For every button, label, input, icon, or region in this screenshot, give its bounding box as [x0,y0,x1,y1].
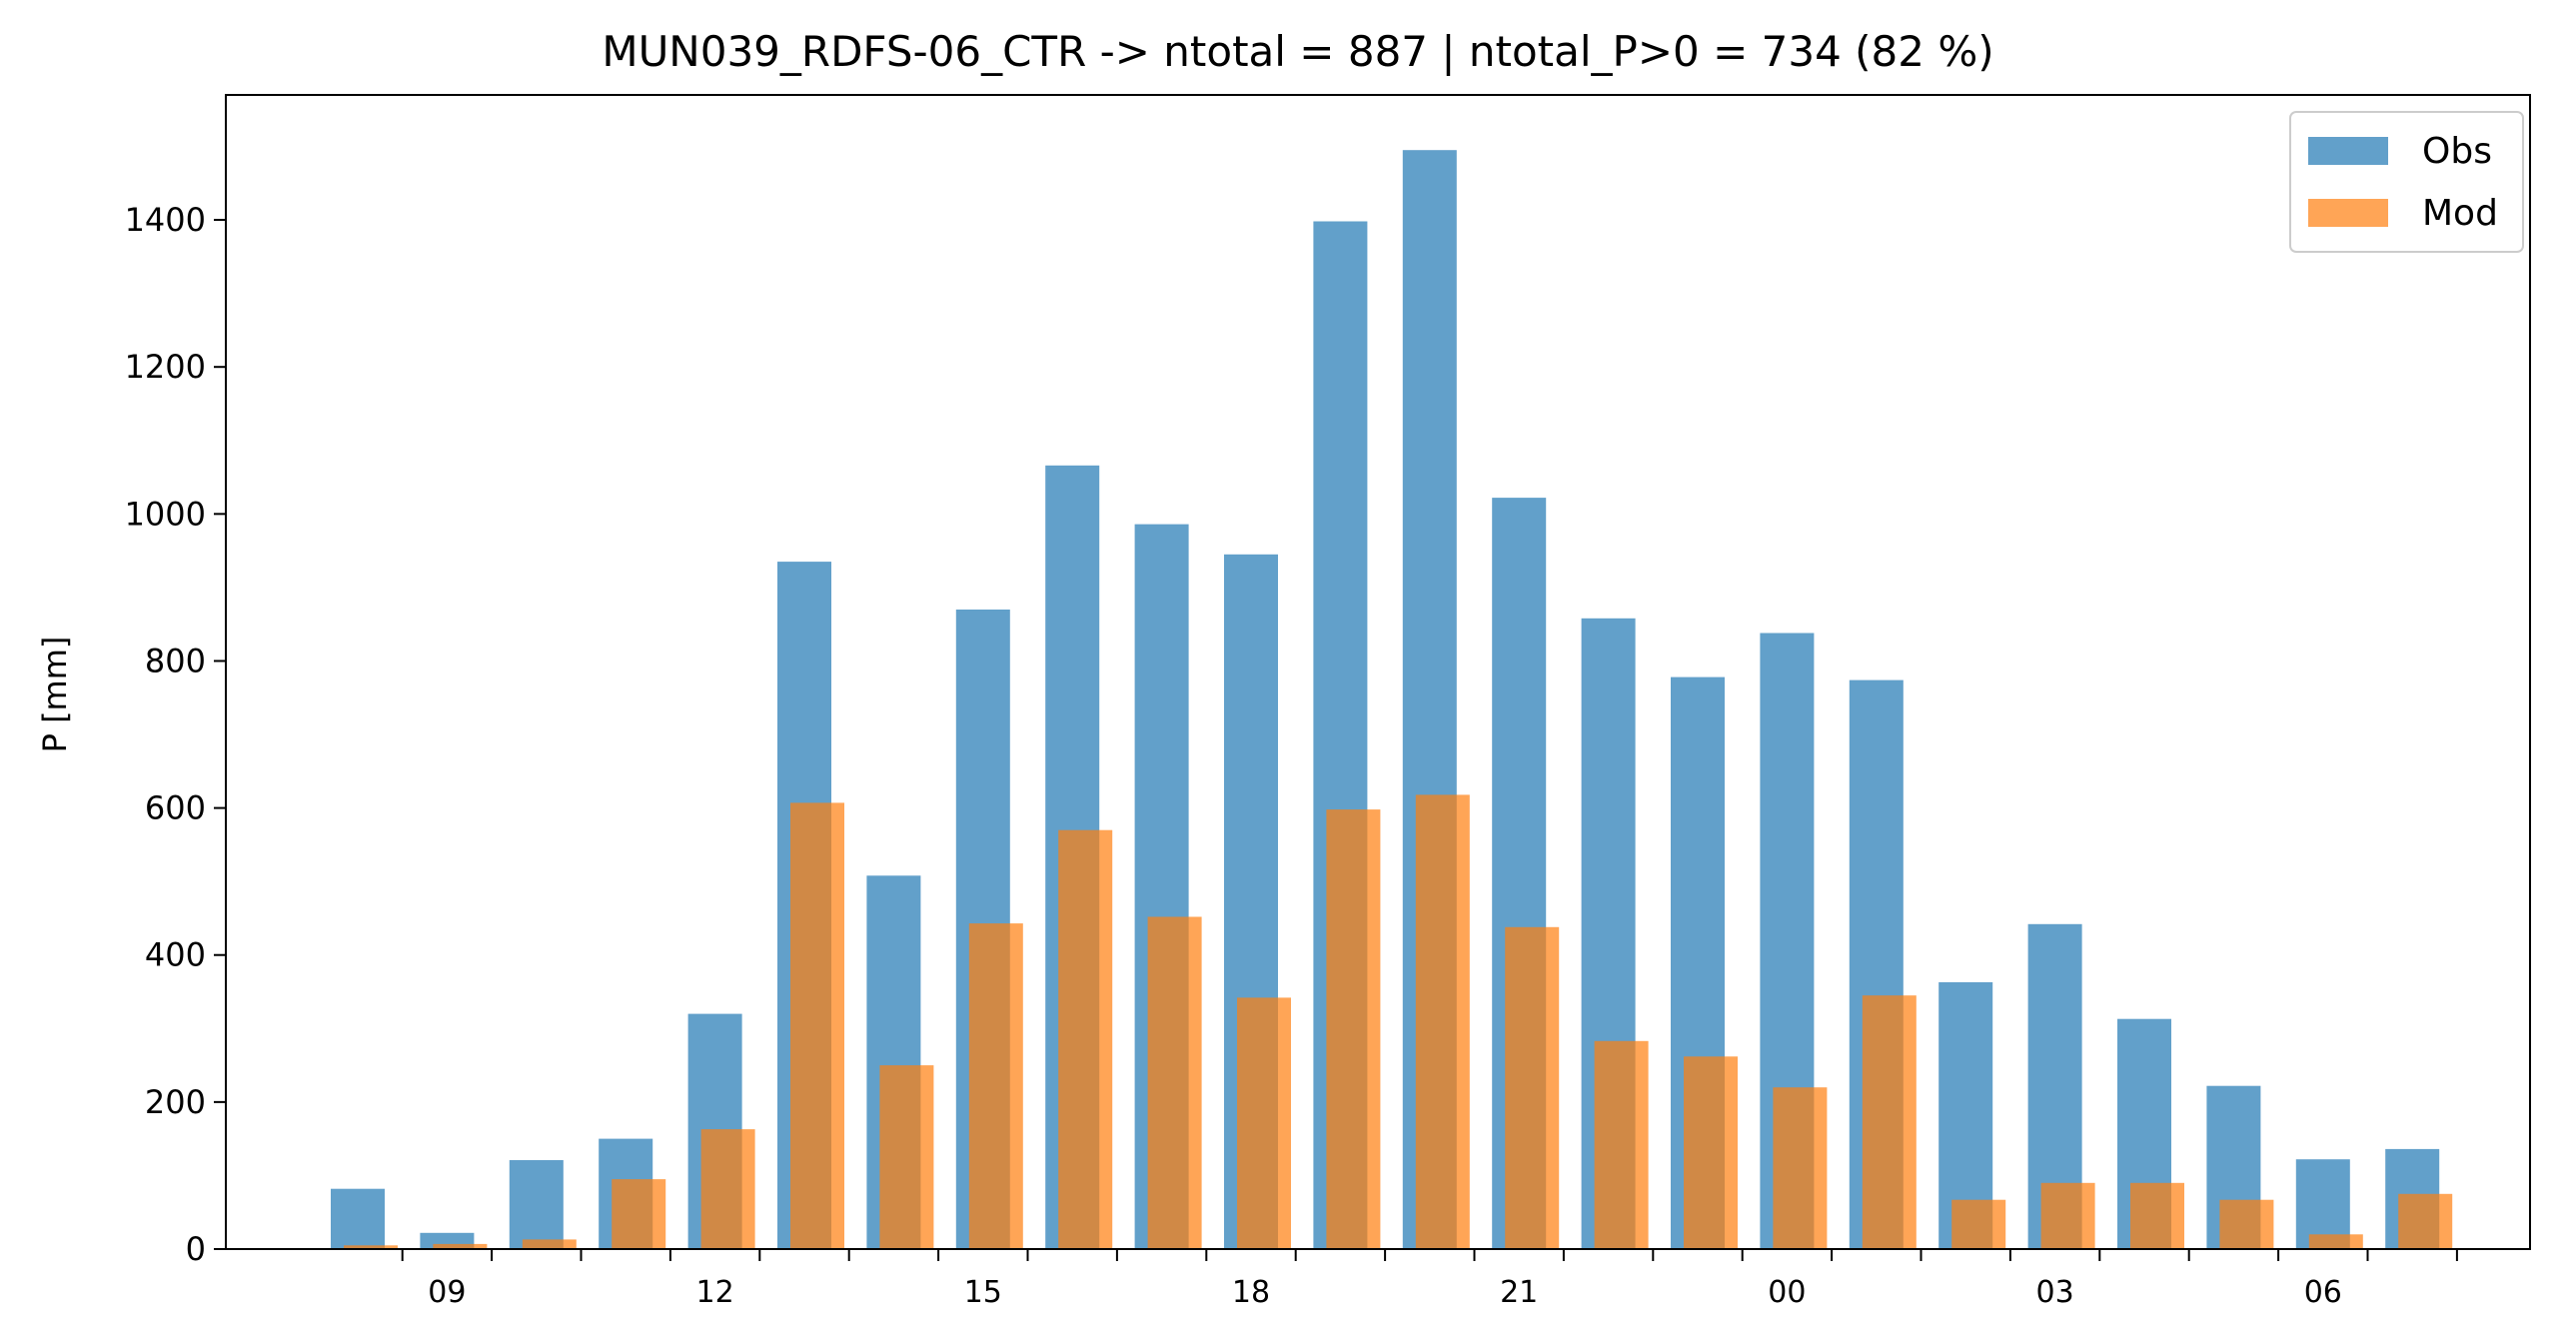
x-tick-label: 18 [1232,1275,1270,1310]
legend-label-mod: Mod [2422,193,2498,234]
bar-mod-06 [2308,1234,2363,1249]
y-tick-label: 600 [145,789,206,827]
x-tick-label: 06 [2304,1275,2342,1310]
bar-mod-08 [344,1245,398,1249]
bars-layer [331,150,2453,1250]
legend-swatch-obs [2308,137,2388,165]
bar-mod-03 [2040,1182,2095,1249]
y-tick-label: 800 [145,642,206,679]
bar-mod-09 [433,1243,488,1249]
bar-mod-01 [1862,995,1917,1249]
bar-mod-19 [1326,809,1381,1249]
legend: Obs Mod [2289,111,2524,253]
bar-mod-13 [790,802,844,1249]
bar-mod-23 [1684,1056,1738,1249]
legend-label-obs: Obs [2422,131,2492,172]
bar-mod-22 [1594,1040,1649,1249]
y-tick-label: 1400 [125,201,206,239]
bar-mod-14 [879,1065,934,1249]
x-tick-label: 15 [964,1275,1002,1310]
axes-layer: 0 200 400 600 800 1000 1200 1400 09 12 15 18 21 00 03 0… [125,94,2531,1310]
bar-mod-10 [522,1239,577,1249]
bar-obs-10 [509,1160,564,1249]
x-tick-label: 03 [2036,1275,2074,1310]
y-tick-label: 0 [186,1230,206,1268]
x-tick-label: 00 [1768,1275,1806,1310]
y-tick-label: 1000 [125,495,206,533]
bar-mod-00 [1773,1087,1828,1249]
bar-mod-02 [1951,1199,2006,1249]
x-tick-label: 21 [1500,1275,1538,1310]
bar-mod-12 [700,1129,755,1249]
bar-mod-11 [612,1179,666,1249]
x-tick-label: 09 [428,1275,466,1310]
bar-mod-21 [1505,926,1560,1249]
bar-mod-17 [1147,916,1202,1249]
bar-obs-08 [331,1188,385,1249]
bar-mod-05 [2219,1199,2274,1249]
bar-mod-18 [1237,997,1291,1249]
plot-frame [225,94,2531,1250]
bar-mod-07 [2398,1193,2453,1249]
y-axis-label: P [mm] [36,637,74,753]
y-tick-label: 1200 [125,348,206,386]
chart-title: MUN039_RDFS-06_CTR -> ntotal = 887 | nto… [602,27,1993,76]
bar-mod-16 [1058,829,1113,1249]
y-tick-label: 200 [145,1083,206,1121]
legend-swatch-mod [2308,199,2388,227]
bar-mod-15 [968,923,1023,1249]
bar-mod-20 [1415,794,1470,1249]
bar-obs-06 [2295,1159,2350,1249]
x-tick-label: 12 [696,1275,734,1310]
bar-mod-04 [2130,1182,2184,1249]
y-tick-label: 400 [145,936,206,974]
